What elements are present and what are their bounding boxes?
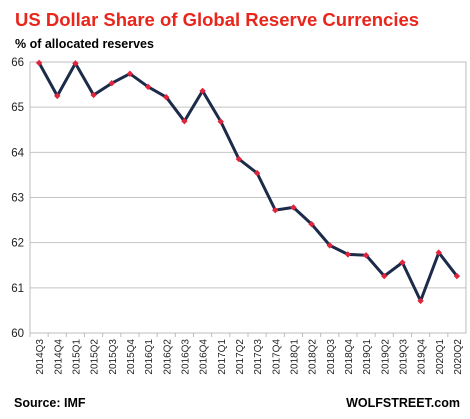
- x-tick-label: 2017Q1: [217, 339, 228, 375]
- data-point: [326, 242, 333, 249]
- data-point: [381, 272, 388, 280]
- y-axis-label: % of allocated reserves: [15, 37, 154, 51]
- data-point: [399, 259, 406, 266]
- data-point: [72, 60, 79, 67]
- x-tick-label: 2016Q2: [162, 339, 173, 375]
- data-point: [253, 169, 261, 177]
- y-tick-label: 64: [11, 147, 24, 159]
- data-point: [108, 80, 115, 87]
- x-axis-ticks: 2014Q3 2014Q4 2015Q1 2015Q2 2015Q3 2015Q4 2016…: [29, 333, 464, 375]
- x-tick-label: 2016Q1: [144, 339, 155, 375]
- x-tick-label: 2019Q3: [398, 339, 409, 375]
- x-tick-label: 2017Q4: [271, 339, 282, 375]
- data-point: [290, 204, 297, 211]
- x-tick-label: 2014Q3: [35, 339, 46, 375]
- x-tick-label: 2018Q1: [289, 339, 300, 375]
- x-tick-label: 2017Q2: [235, 339, 246, 375]
- x-tick-label: 2019Q4: [417, 339, 428, 375]
- y-tick-label: 60: [11, 328, 24, 340]
- gridlines: [30, 61, 466, 334]
- y-tick-label: 65: [11, 102, 24, 114]
- data-point: [144, 83, 152, 91]
- x-tick-label: 2014Q4: [53, 339, 64, 375]
- x-tick-label: 2017Q3: [253, 339, 264, 375]
- data-point: [163, 94, 170, 101]
- x-tick-label: 2019Q2: [380, 339, 391, 375]
- y-axis-ticks: 60 61 62 63 64 65 66: [11, 57, 24, 340]
- series-line: [37, 61, 459, 303]
- x-tick-label: 2016Q4: [199, 339, 210, 375]
- data-point: [344, 251, 352, 258]
- data-point: [435, 249, 442, 256]
- x-tick-label: 2018Q3: [326, 339, 337, 375]
- data-point: [272, 206, 279, 214]
- data-point: [199, 87, 206, 95]
- x-tick-label: 2015Q2: [90, 339, 101, 375]
- x-tick-label: 2019Q1: [362, 339, 373, 375]
- data-point: [54, 92, 61, 100]
- data-point: [90, 91, 97, 99]
- x-tick-label: 2020Q2: [453, 339, 464, 375]
- x-tick-label: 2015Q1: [71, 339, 82, 375]
- brand-label: WOLFSTREET.com: [346, 396, 460, 410]
- data-point: [417, 297, 424, 305]
- x-tick-label: 2018Q4: [344, 339, 355, 375]
- data-point: [453, 272, 461, 280]
- x-tick-label: 2016Q3: [180, 339, 191, 375]
- y-tick-label: 61: [11, 283, 24, 295]
- data-point: [362, 252, 370, 259]
- data-point: [308, 220, 315, 228]
- y-tick-label: 63: [11, 193, 24, 205]
- x-tick-label: 2015Q4: [126, 339, 137, 375]
- data-points: [35, 59, 461, 305]
- x-tick-label: 2015Q3: [108, 339, 119, 375]
- chart-title: US Dollar Share of Global Reserve Curren…: [15, 9, 419, 30]
- data-point: [35, 59, 43, 67]
- data-point: [235, 155, 243, 163]
- data-point: [217, 118, 224, 125]
- plot-area: [29, 61, 467, 334]
- source-label: Source: IMF: [14, 396, 86, 410]
- data-point: [126, 70, 134, 77]
- y-tick-label: 62: [11, 238, 24, 250]
- data-point: [181, 117, 188, 125]
- x-tick-label: 2018Q2: [308, 339, 319, 375]
- y-tick-label: 66: [11, 57, 24, 69]
- x-tick-label: 2020Q1: [435, 339, 446, 375]
